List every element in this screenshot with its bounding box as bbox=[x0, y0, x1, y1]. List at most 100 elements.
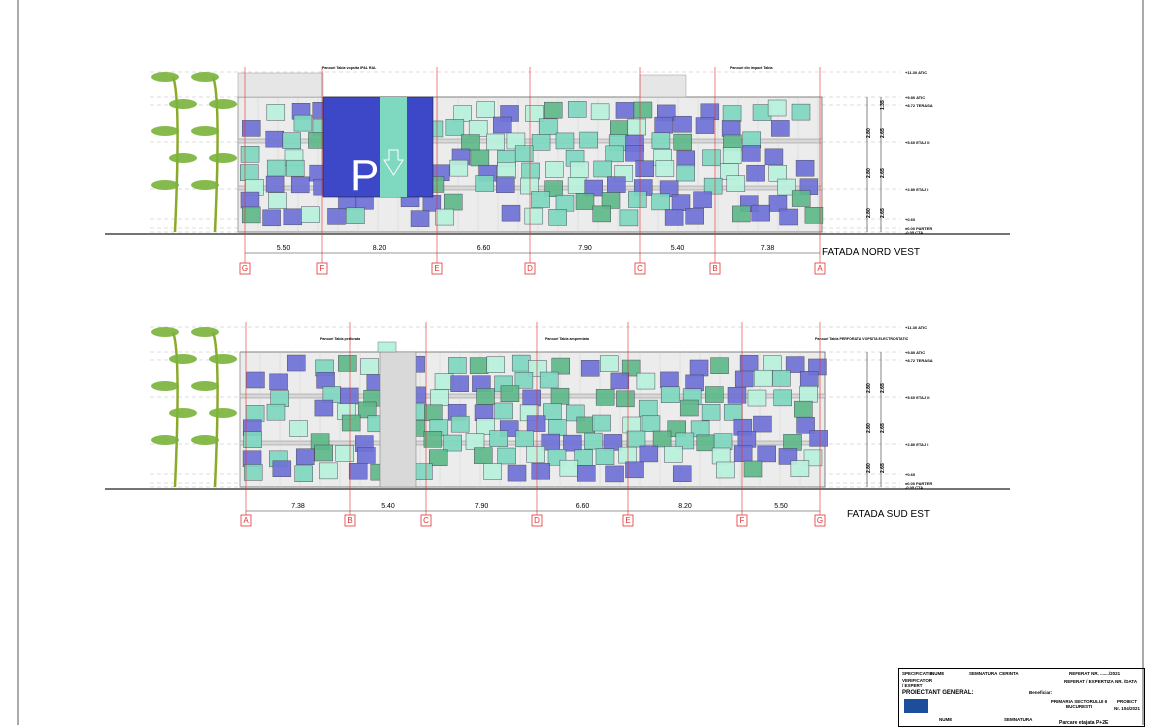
level-dim-2-65-mid: 2.65 bbox=[880, 168, 886, 178]
facade-panel bbox=[701, 403, 721, 421]
facade-panel bbox=[577, 465, 596, 482]
grid-axis-label: D bbox=[527, 264, 533, 273]
facade-panel bbox=[685, 207, 704, 225]
grid-axis-marker bbox=[622, 514, 634, 527]
grid-axis-marker bbox=[316, 262, 328, 275]
facade-panel bbox=[743, 460, 763, 478]
facade-panel bbox=[799, 370, 819, 388]
facade-panel bbox=[514, 145, 534, 163]
facade-panel bbox=[722, 147, 742, 164]
tree-foliage bbox=[151, 72, 179, 82]
level-dim-1-35: 1.35 bbox=[880, 100, 886, 110]
facade-panel bbox=[243, 464, 263, 481]
facade-panel bbox=[507, 464, 527, 482]
span-dimension: 7.90 bbox=[578, 245, 592, 252]
facade-panel bbox=[443, 434, 462, 452]
facade-panel bbox=[246, 371, 265, 389]
facade-panel bbox=[763, 355, 782, 372]
facade-panel bbox=[524, 207, 544, 225]
facade-panel bbox=[346, 207, 365, 224]
grid-axis-label: A bbox=[243, 516, 249, 525]
facade-panel bbox=[265, 130, 284, 148]
level-dim-2-80-mid: 2.80 bbox=[866, 423, 872, 433]
facade-panel bbox=[341, 414, 361, 432]
facade-panel bbox=[293, 114, 313, 132]
level-label: +8.72 TERASA bbox=[905, 358, 933, 363]
facade-panel bbox=[733, 445, 753, 462]
level-label: ±0.00 PARTER bbox=[905, 226, 932, 231]
tree-foliage bbox=[191, 327, 219, 337]
level-label: +9.80 ATIC bbox=[905, 350, 925, 355]
tree-foliage bbox=[191, 72, 219, 82]
tb-nume: NUME bbox=[931, 671, 945, 676]
facade-panel bbox=[450, 415, 470, 433]
facade-panel bbox=[483, 463, 502, 480]
grid-axis-label: C bbox=[637, 264, 643, 273]
facade-panel bbox=[767, 99, 787, 117]
tb-cerinta: CERINTA bbox=[999, 671, 1019, 676]
level-dim-2-65-top: 2.65 bbox=[880, 128, 886, 138]
facade-panel bbox=[607, 176, 626, 193]
facade-panel bbox=[764, 148, 784, 166]
facade-panel bbox=[335, 445, 354, 462]
level-label: +9.80 ATIC bbox=[905, 95, 925, 100]
facade-panel bbox=[266, 403, 286, 421]
span-dimension: 6.60 bbox=[477, 245, 491, 252]
facade-panel bbox=[705, 386, 724, 403]
facade-panel bbox=[240, 146, 260, 163]
elevation-south-east: +11.30 ATIC +9.80 ATIC +8.72 TERASA +5.60 E… bbox=[105, 322, 1010, 527]
grid-axis-marker bbox=[634, 262, 646, 275]
facade-panel bbox=[751, 204, 770, 222]
tree-foliage bbox=[151, 180, 179, 190]
panel-annotation: Panouri Tabla vopsita IPAL RAL bbox=[322, 66, 377, 70]
facade-panel bbox=[444, 193, 463, 211]
tb-verificator: VERIFICATOR / EXPERT bbox=[902, 678, 933, 688]
tree-foliage bbox=[191, 435, 219, 445]
facade-panel bbox=[262, 209, 281, 227]
tree-foliage bbox=[169, 153, 197, 163]
facade-panel bbox=[621, 359, 641, 377]
facade-panel bbox=[240, 164, 259, 181]
facade-panel bbox=[240, 191, 260, 209]
facade-panel bbox=[555, 194, 575, 212]
facade-panel bbox=[474, 447, 493, 464]
facade-panel bbox=[340, 387, 359, 405]
facade-panel bbox=[689, 359, 709, 377]
facade-panel bbox=[295, 448, 315, 466]
tb-beneficiar: Beneficiar: bbox=[1029, 690, 1053, 695]
panel-annotation: Panouri Tabla perforata bbox=[320, 337, 361, 341]
facade-panel bbox=[287, 354, 306, 372]
facade-panel bbox=[294, 465, 313, 483]
facade-panel bbox=[625, 145, 644, 162]
level-label: +2.80 ETAJ I bbox=[905, 187, 928, 192]
grid-axis-label: E bbox=[434, 264, 439, 273]
grid-axis-label: G bbox=[242, 264, 248, 273]
facade-panel bbox=[289, 420, 308, 437]
facade-panel bbox=[496, 176, 515, 193]
span-dimension: 7.90 bbox=[475, 503, 489, 510]
facade-panel bbox=[615, 102, 635, 119]
facade-panel bbox=[563, 434, 582, 452]
facade-panel bbox=[768, 195, 788, 212]
tree-foliage bbox=[151, 435, 179, 445]
tb-referat: REFERAT NR. ......./2021 bbox=[1069, 671, 1121, 676]
facade-panel bbox=[651, 193, 670, 211]
grid-axis-marker bbox=[524, 262, 536, 275]
facade-panel bbox=[590, 103, 610, 121]
designer-logo bbox=[904, 699, 928, 713]
facade-panel bbox=[655, 160, 675, 177]
level-label: +2.80 ETAJ I bbox=[905, 442, 928, 447]
facade-panel bbox=[243, 431, 262, 448]
facade-panel bbox=[757, 445, 776, 463]
facade-panel bbox=[595, 448, 615, 465]
facade-panel bbox=[567, 177, 587, 194]
facade-panel bbox=[265, 175, 285, 193]
arrow-down-icon bbox=[383, 149, 404, 176]
facade-panel bbox=[543, 403, 562, 420]
facade-panel bbox=[790, 460, 810, 477]
facade-panel bbox=[474, 404, 494, 422]
facade-panel bbox=[430, 389, 449, 407]
facade-panel bbox=[779, 208, 798, 226]
facade-panel bbox=[796, 417, 815, 434]
